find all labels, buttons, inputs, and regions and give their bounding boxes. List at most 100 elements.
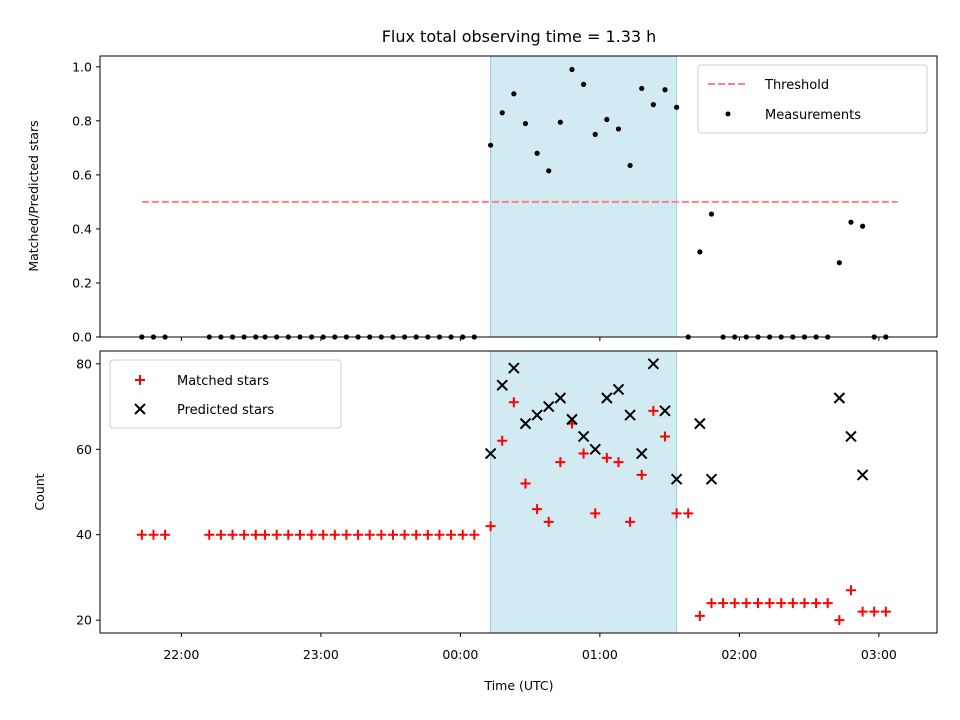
matched-star-point	[706, 598, 717, 609]
top-y-axis-label: Matched/Predicted stars	[26, 120, 41, 271]
measurement-point	[836, 260, 842, 266]
matched-star-point	[648, 405, 659, 416]
matched-star-point	[341, 529, 352, 540]
matched-star-point	[718, 598, 729, 609]
measurement-point	[557, 119, 563, 125]
matched-star-point	[387, 529, 398, 540]
matched-star-point	[260, 529, 271, 540]
matched-star-point	[543, 516, 554, 527]
matched-star-point	[741, 598, 752, 609]
matched-star-point	[845, 585, 856, 596]
y-tick-label: 0.8	[72, 113, 92, 128]
matched-star-point	[271, 529, 282, 540]
matched-star-point	[250, 529, 261, 540]
predicted-star-point	[845, 430, 857, 443]
x-tick-label: 22:00	[163, 647, 199, 662]
matched-star-point	[497, 435, 508, 446]
matched-star-point	[469, 529, 480, 540]
matched-star-point	[880, 606, 891, 617]
bottom-y-axis-label: Count	[32, 473, 47, 510]
measurement-point	[708, 211, 715, 217]
y-tick-label: 0.2	[72, 275, 92, 290]
matched-star-point	[306, 529, 317, 540]
matched-star-point	[869, 606, 880, 617]
predicted-star-point	[484, 447, 497, 460]
matched-star-point	[376, 529, 387, 540]
matched-star-point	[811, 598, 822, 609]
measurement-point	[697, 249, 703, 255]
measurement-point	[848, 219, 854, 225]
bottom-plot-frame	[99, 350, 938, 634]
measurements-legend-label: Measurements	[765, 108, 861, 123]
measurement-point	[511, 91, 517, 97]
y-tick-label: 0.6	[72, 167, 92, 182]
matched-star-point	[227, 529, 238, 540]
matched-star-point	[532, 504, 543, 515]
measurement-point	[674, 104, 680, 110]
measurement-point	[499, 110, 505, 116]
y-tick-label: 40	[76, 527, 92, 542]
x-axis-label: Time (UTC)	[483, 678, 553, 693]
matched-stars-legend-label: Matched stars	[177, 374, 269, 389]
x-tick-label: 02:00	[721, 647, 757, 662]
predicted-star-point	[543, 400, 555, 413]
matched-star-point	[136, 529, 147, 540]
measurement-point	[569, 66, 575, 73]
matched-star-point	[520, 478, 531, 489]
predicted-star-point	[554, 392, 567, 404]
matched-star-point	[671, 508, 682, 519]
matched-star-point	[457, 529, 468, 540]
measurements-legend-swatch	[725, 111, 731, 117]
predicted-star-point	[624, 409, 636, 421]
x-tick-label: 00:00	[442, 647, 478, 662]
predicted-stars-legend-swatch	[134, 403, 146, 415]
measurement-point	[650, 102, 656, 108]
measurement-point	[639, 85, 645, 92]
predicted-star-point	[508, 362, 520, 374]
measurement-point	[662, 87, 668, 93]
matched-star-point	[776, 598, 787, 609]
matched-star-point	[215, 529, 226, 540]
legend-frame	[697, 64, 928, 134]
matched-star-point	[764, 598, 775, 609]
predicted-stars-marker	[134, 403, 146, 415]
measurement-point	[860, 223, 866, 229]
matched-star-point	[857, 606, 868, 617]
matched-star-point	[694, 610, 705, 621]
bottom-panel: 20 40 60 80 22:00 23:00 00:00 01:00 02:00 03:00	[76, 350, 938, 662]
matched-star-point	[353, 529, 364, 540]
matched-star-point	[148, 529, 159, 540]
predicted-star-point	[496, 379, 508, 391]
matched-star-point	[787, 598, 798, 609]
matched-star-point	[239, 529, 250, 540]
matched-star-point	[399, 529, 410, 540]
matched-star-point	[318, 529, 329, 540]
measurement-point	[581, 81, 587, 87]
y-tick-label: 20	[76, 613, 92, 628]
predicted-star-point	[833, 392, 846, 404]
matched-star-point	[364, 529, 375, 540]
x-tick-label: 23:00	[303, 647, 339, 662]
measurement-point	[546, 168, 552, 174]
x-tick-label: 01:00	[582, 647, 618, 662]
legend-frame	[109, 359, 342, 429]
predicted-star-point	[659, 405, 671, 417]
observing-window-span	[490, 350, 678, 634]
x-tick-label: 03:00	[861, 647, 897, 662]
y-tick-label: 0.0	[72, 330, 92, 345]
predicted-star-point	[636, 447, 648, 460]
matched-star-point	[294, 529, 305, 540]
matched-stars-marker	[135, 375, 145, 385]
top-plot-frame	[99, 55, 938, 338]
predicted-star-point	[566, 413, 578, 426]
matched-star-point	[283, 529, 294, 540]
y-tick-label: 1.0	[72, 59, 92, 74]
matched-star-point	[329, 529, 340, 540]
matched-star-point	[555, 457, 566, 468]
predicted-star-point	[589, 443, 601, 455]
measurement-point	[592, 131, 598, 137]
matched-star-point	[601, 452, 612, 463]
predicted-stars-legend-label: Predicted stars	[177, 403, 274, 418]
matched-star-point	[422, 529, 433, 540]
